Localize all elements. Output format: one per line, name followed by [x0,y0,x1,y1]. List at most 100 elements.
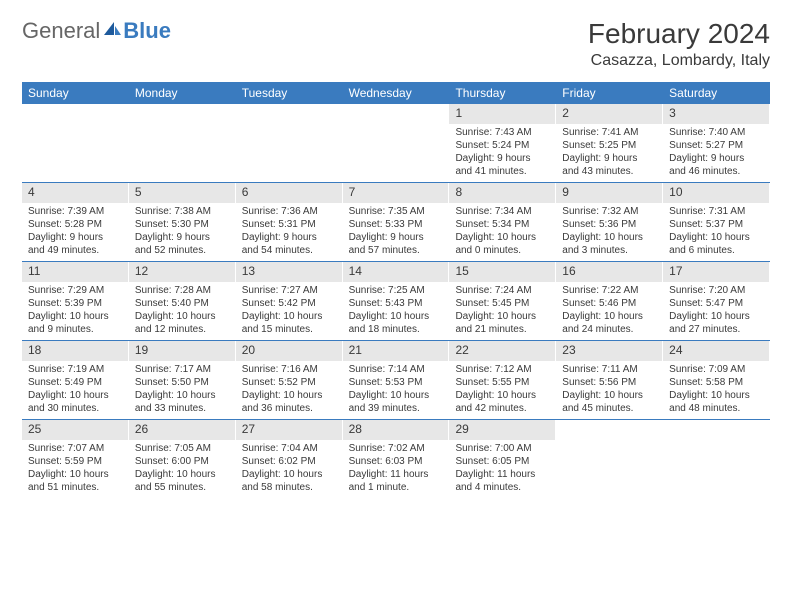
sunset-text: Sunset: 5:55 PM [455,376,549,389]
daylight-line-1: Daylight: 9 hours [242,231,336,244]
day-details: Sunrise: 7:16 AMSunset: 5:52 PMDaylight:… [236,361,342,419]
day-cell: 22Sunrise: 7:12 AMSunset: 5:55 PMDayligh… [449,341,556,419]
day-number: 21 [343,341,449,361]
sunset-text: Sunset: 5:30 PM [135,218,229,231]
day-cell: 17Sunrise: 7:20 AMSunset: 5:47 PMDayligh… [663,262,770,340]
sunrise-text: Sunrise: 7:17 AM [135,363,229,376]
sunset-text: Sunset: 6:05 PM [455,455,549,468]
day-number: 17 [663,262,769,282]
day-details: Sunrise: 7:11 AMSunset: 5:56 PMDaylight:… [556,361,662,419]
daylight-line-2: and 12 minutes. [135,323,229,336]
day-cell: 9Sunrise: 7:32 AMSunset: 5:36 PMDaylight… [556,183,663,261]
daylight-line-1: Daylight: 11 hours [349,468,443,481]
sunset-text: Sunset: 5:28 PM [28,218,122,231]
daylight-line-2: and 52 minutes. [135,244,229,257]
daylight-line-2: and 57 minutes. [349,244,443,257]
day-number: 27 [236,420,342,440]
daylight-line-2: and 36 minutes. [242,402,336,415]
day-details: Sunrise: 7:28 AMSunset: 5:40 PMDaylight:… [129,282,235,340]
sunrise-text: Sunrise: 7:19 AM [28,363,122,376]
daylight-line-2: and 9 minutes. [28,323,122,336]
daylight-line-1: Daylight: 9 hours [28,231,122,244]
daylight-line-1: Daylight: 10 hours [455,231,549,244]
day-cell: 4 Sunrise: 7:39 AMSunset: 5:28 PMDaylight… [22,183,129,261]
sunset-text: Sunset: 5:46 PM [562,297,656,310]
day-cell: 16Sunrise: 7:22 AMSunset: 5:46 PMDayligh… [556,262,663,340]
sunrise-text: Sunrise: 7:20 AM [669,284,763,297]
sunset-text: Sunset: 5:53 PM [349,376,443,389]
day-number: 15 [449,262,555,282]
day-details: Sunrise: 7:36 AMSunset: 5:31 PMDaylight:… [236,203,342,261]
empty-cell [22,104,129,182]
day-cell: 1Sunrise: 7:43 AMSunset: 5:24 PMDaylight… [449,104,556,182]
day-number: 24 [663,341,769,361]
daylight-line-2: and 33 minutes. [135,402,229,415]
daylight-line-1: Daylight: 10 hours [135,468,229,481]
day-number [663,420,769,440]
sunrise-text: Sunrise: 7:39 AM [28,205,122,218]
title-block: February 2024 Casazza, Lombardy, Italy [588,18,770,70]
sunset-text: Sunset: 5:33 PM [349,218,443,231]
day-details: Sunrise: 7:41 AMSunset: 5:25 PMDaylight:… [556,124,662,182]
day-number: 18 [22,341,128,361]
daylight-line-1: Daylight: 9 hours [455,152,549,165]
day-number [22,104,128,124]
daylight-line-1: Daylight: 10 hours [135,310,229,323]
day-details: Sunrise: 7:00 AMSunset: 6:05 PMDaylight:… [449,440,555,498]
daylight-line-2: and 0 minutes. [455,244,549,257]
sunset-text: Sunset: 5:34 PM [455,218,549,231]
day-details: Sunrise: 7:20 AMSunset: 5:47 PMDaylight:… [663,282,769,340]
day-number [236,104,342,124]
day-number: 14 [343,262,449,282]
daylight-line-1: Daylight: 9 hours [669,152,763,165]
day-number: 4 [22,183,128,203]
sunrise-text: Sunrise: 7:24 AM [455,284,549,297]
sunset-text: Sunset: 5:58 PM [669,376,763,389]
day-cell: 7Sunrise: 7:35 AMSunset: 5:33 PMDaylight… [343,183,450,261]
week-row: 25Sunrise: 7:07 AMSunset: 5:59 PMDayligh… [22,420,770,498]
day-number: 10 [663,183,769,203]
day-details: Sunrise: 7:27 AMSunset: 5:42 PMDaylight:… [236,282,342,340]
daylight-line-1: Daylight: 10 hours [562,231,656,244]
day-details: Sunrise: 7:07 AMSunset: 5:59 PMDaylight:… [22,440,128,498]
day-number: 13 [236,262,342,282]
day-number: 3 [663,104,769,124]
day-number: 9 [556,183,662,203]
weekday-header: Monday [129,82,236,104]
daylight-line-2: and 51 minutes. [28,481,122,494]
day-cell: 28Sunrise: 7:02 AMSunset: 6:03 PMDayligh… [343,420,450,498]
day-details: Sunrise: 7:05 AMSunset: 6:00 PMDaylight:… [129,440,235,498]
sunset-text: Sunset: 5:36 PM [562,218,656,231]
weekday-header: Wednesday [343,82,450,104]
weekday-header: Saturday [663,82,770,104]
daylight-line-1: Daylight: 10 hours [349,389,443,402]
daylight-line-2: and 30 minutes. [28,402,122,415]
sunrise-text: Sunrise: 7:09 AM [669,363,763,376]
month-year-title: February 2024 [588,18,770,50]
daylight-line-2: and 58 minutes. [242,481,336,494]
sunrise-text: Sunrise: 7:11 AM [562,363,656,376]
day-details: Sunrise: 7:17 AMSunset: 5:50 PMDaylight:… [129,361,235,419]
sunset-text: Sunset: 5:45 PM [455,297,549,310]
sunrise-text: Sunrise: 7:35 AM [349,205,443,218]
day-cell: 25Sunrise: 7:07 AMSunset: 5:59 PMDayligh… [22,420,129,498]
week-row: 11Sunrise: 7:29 AMSunset: 5:39 PMDayligh… [22,262,770,341]
sunrise-text: Sunrise: 7:27 AM [242,284,336,297]
day-number: 26 [129,420,235,440]
page-header: General Blue February 2024 Casazza, Lomb… [22,18,770,70]
day-number: 20 [236,341,342,361]
sunrise-text: Sunrise: 7:43 AM [455,126,549,139]
day-details: Sunrise: 7:38 AMSunset: 5:30 PMDaylight:… [129,203,235,261]
day-cell: 23Sunrise: 7:11 AMSunset: 5:56 PMDayligh… [556,341,663,419]
daylight-line-1: Daylight: 10 hours [135,389,229,402]
daylight-line-1: Daylight: 10 hours [28,468,122,481]
day-details: Sunrise: 7:19 AMSunset: 5:49 PMDaylight:… [22,361,128,419]
daylight-line-2: and 24 minutes. [562,323,656,336]
day-details: Sunrise: 7:43 AMSunset: 5:24 PMDaylight:… [449,124,555,182]
sunrise-text: Sunrise: 7:40 AM [669,126,763,139]
day-details: Sunrise: 7:12 AMSunset: 5:55 PMDaylight:… [449,361,555,419]
daylight-line-2: and 45 minutes. [562,402,656,415]
day-cell: 15Sunrise: 7:24 AMSunset: 5:45 PMDayligh… [449,262,556,340]
day-details: Sunrise: 7:24 AMSunset: 5:45 PMDaylight:… [449,282,555,340]
daylight-line-1: Daylight: 10 hours [28,310,122,323]
